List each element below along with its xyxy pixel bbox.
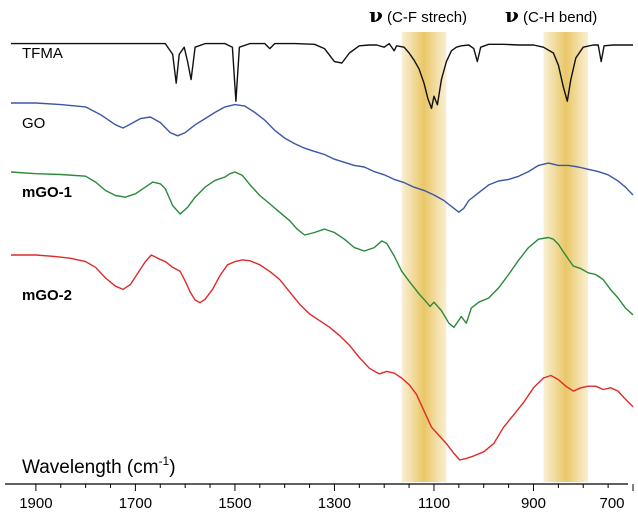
highlight-band-1 xyxy=(401,32,447,482)
x-tick-label: 700 xyxy=(599,495,624,512)
series-line-mgo-2 xyxy=(11,254,634,461)
series-line-tfma xyxy=(11,42,633,110)
highlight-band-2 xyxy=(543,32,589,482)
x-axis-title-close: ) xyxy=(169,457,175,478)
highlight-bands: ν (C-F strech) ν (C-H bend) xyxy=(369,3,597,482)
series-line-go xyxy=(11,102,634,213)
series-label-go: GO xyxy=(22,115,45,132)
band-label-text: (C-F strech) xyxy=(383,9,467,26)
spectra-lines xyxy=(10,42,634,461)
series-line-mgo-1 xyxy=(10,171,634,329)
x-axis-title-superscript: -1 xyxy=(159,454,170,468)
series-label-mgo-1: mGO-1 xyxy=(22,184,72,201)
x-tick-label: 1700 xyxy=(119,495,152,512)
x-axis-title: Wavelength (cm-1) xyxy=(22,454,176,478)
nu-symbol: ν xyxy=(369,3,383,27)
band-label-1: ν (C-F strech) xyxy=(369,3,467,27)
series-label-mgo-2: mGO-2 xyxy=(22,287,72,304)
series-labels: TFMA GO mGO-1 mGO-2 xyxy=(22,45,72,304)
x-tick-label: 1300 xyxy=(318,495,351,512)
x-tick-label: 1500 xyxy=(218,495,251,512)
x-tick-label: 1100 xyxy=(418,495,450,512)
x-tick-label: 900 xyxy=(521,495,546,512)
band-label-text: (C-H bend) xyxy=(519,9,597,26)
x-tick-label: 1900 xyxy=(19,495,52,512)
nu-symbol: ν xyxy=(505,3,519,27)
x-axis: 1900 1700 1500 1300 1100 900 700 xyxy=(5,483,634,512)
band-label-2: ν (C-H bend) xyxy=(505,3,597,27)
series-label-tfma: TFMA xyxy=(22,45,63,62)
